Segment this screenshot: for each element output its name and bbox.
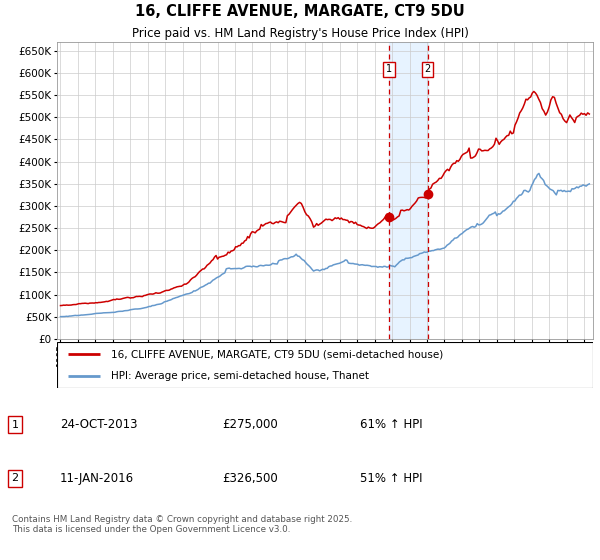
Text: Contains HM Land Registry data © Crown copyright and database right 2025.
This d: Contains HM Land Registry data © Crown c… (12, 515, 352, 534)
Text: 11-JAN-2016: 11-JAN-2016 (60, 472, 134, 485)
Text: 1: 1 (11, 419, 19, 430)
Text: Price paid vs. HM Land Registry's House Price Index (HPI): Price paid vs. HM Land Registry's House … (131, 27, 469, 40)
Text: 2: 2 (424, 64, 431, 74)
FancyBboxPatch shape (57, 342, 593, 388)
Text: 16, CLIFFE AVENUE, MARGATE, CT9 5DU: 16, CLIFFE AVENUE, MARGATE, CT9 5DU (135, 4, 465, 19)
Bar (389, 42, 428, 339)
Text: 51% ↑ HPI: 51% ↑ HPI (360, 472, 422, 485)
Text: 24-OCT-2013: 24-OCT-2013 (60, 418, 137, 431)
Text: 16, CLIFFE AVENUE, MARGATE, CT9 5DU (semi-detached house): 16, CLIFFE AVENUE, MARGATE, CT9 5DU (sem… (110, 349, 443, 360)
Text: 61% ↑ HPI: 61% ↑ HPI (360, 418, 422, 431)
Text: £275,000: £275,000 (222, 418, 278, 431)
Text: HPI: Average price, semi-detached house, Thanet: HPI: Average price, semi-detached house,… (110, 371, 368, 381)
Text: £326,500: £326,500 (222, 472, 278, 485)
Text: 2: 2 (11, 473, 19, 483)
Text: 1: 1 (386, 64, 392, 74)
